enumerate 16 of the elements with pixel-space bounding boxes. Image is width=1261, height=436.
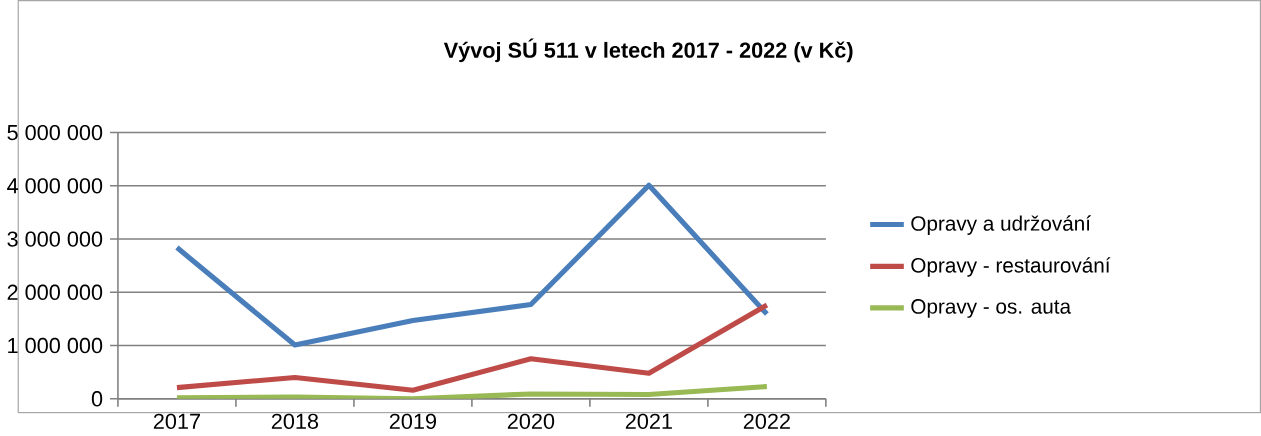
y-tick-label: 0	[91, 391, 103, 407]
x-tick-label: 2017	[153, 413, 200, 430]
x-tick-label: 2021	[625, 413, 672, 430]
legend-label: Opravy a udržování	[911, 215, 1091, 236]
legend-label: Opravy - restaurování	[911, 257, 1111, 277]
x-tick-label: 2019	[389, 413, 437, 430]
y-tick-label: 3 000 000	[7, 231, 103, 247]
legend-label: Opravy - os. auta	[911, 299, 1072, 319]
x-tick-label: 2018	[271, 413, 319, 430]
y-tick-label: 4 000 000	[7, 178, 103, 194]
y-tick-label: 1 000 000	[8, 338, 103, 354]
x-tick-label: 2020	[507, 413, 555, 430]
x-tick-label: 2022	[743, 413, 790, 430]
y-tick-label: 2 000 000	[7, 284, 103, 301]
chart-title: Vývoj SÚ 511 v letech 2017 - 2022 (v Kč)	[443, 38, 853, 63]
y-tick-label: 5 000 000	[7, 125, 103, 141]
